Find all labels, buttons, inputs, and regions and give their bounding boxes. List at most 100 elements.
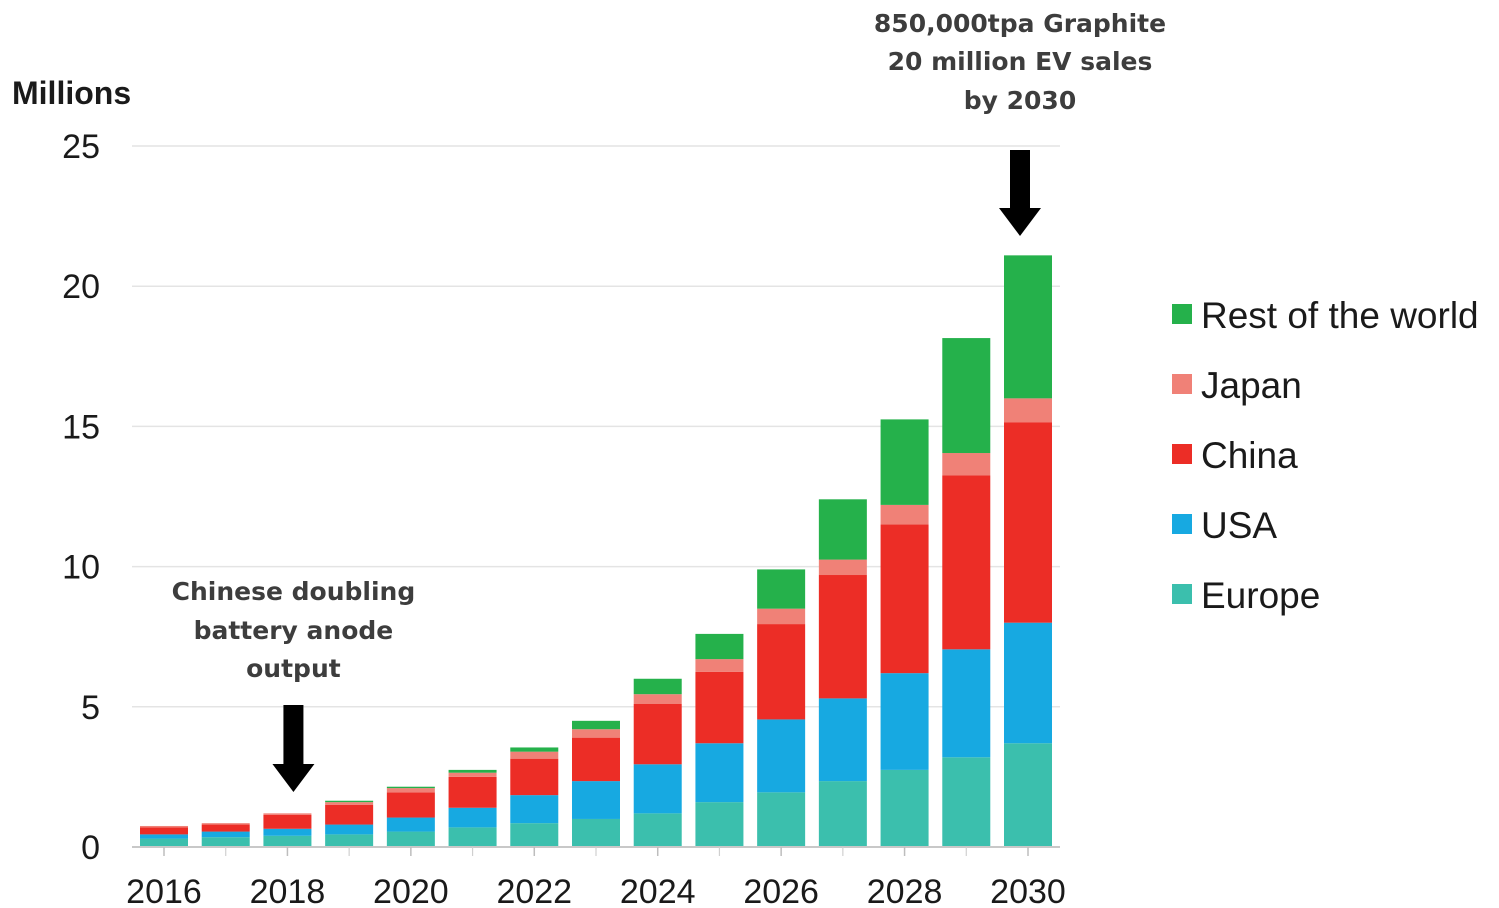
bar-segment	[818, 559, 867, 576]
y-tick-label: 0	[81, 829, 100, 867]
legend-item: USA	[1172, 505, 1277, 546]
annotation: 850,000tpa Graphite 20 million EV sales by…	[874, 9, 1166, 236]
x-tick-label: 2024	[620, 873, 696, 908]
bar-segment	[942, 453, 991, 476]
legend-swatch	[1172, 304, 1192, 324]
bar-segment	[386, 831, 435, 847]
legend-label: USA	[1201, 505, 1277, 546]
bar-segment	[942, 338, 991, 454]
bar-segment	[510, 823, 559, 847]
bar-segment	[325, 804, 374, 825]
annotation-text: output	[246, 654, 341, 683]
annotation-text: Chinese doubling	[172, 577, 416, 606]
bar-segment	[818, 698, 867, 782]
down-arrow-icon	[272, 705, 315, 792]
bar-segment	[386, 792, 435, 818]
annotation-text: battery anode	[194, 616, 394, 645]
bar-segment	[695, 802, 744, 847]
bar-segment	[140, 834, 188, 839]
axes: 0 5 10 15 20 25 Millions 2016 2018 2020 2022 2024 20…	[12, 75, 1066, 908]
bar-segment	[263, 814, 312, 829]
bar-segment	[386, 817, 435, 832]
y-tick-label: 25	[62, 128, 100, 166]
bar-segment	[572, 729, 620, 738]
legend-swatch	[1172, 374, 1192, 394]
bar-segment	[1004, 622, 1052, 744]
bar-segment	[140, 838, 188, 847]
bar-segment	[325, 834, 374, 847]
bar-segment	[140, 825, 188, 828]
bar-segment	[695, 671, 744, 744]
bar-segment	[695, 743, 744, 803]
bar-segment	[325, 800, 374, 803]
bar-segment	[942, 757, 991, 847]
bar-segment	[757, 569, 806, 609]
bar-segment	[818, 575, 867, 699]
legend-label: Japan	[1201, 365, 1302, 406]
bar-segment	[510, 751, 559, 759]
bar-segment	[757, 624, 806, 720]
bar-segment	[1004, 255, 1052, 399]
legend-swatch	[1172, 514, 1192, 534]
x-tick-label: 2026	[743, 873, 819, 908]
bar-segment	[880, 673, 929, 770]
bar-segment	[140, 827, 188, 835]
bar-segment	[695, 633, 744, 660]
y-tick-label: 5	[81, 689, 100, 727]
bar-segment	[201, 837, 250, 847]
y-axis-label: Millions	[12, 75, 131, 111]
x-tick-label: 2028	[867, 873, 943, 908]
bar-segment	[1004, 398, 1052, 423]
bar-segment	[448, 772, 497, 777]
bar-segment	[325, 824, 374, 835]
bar-segment	[572, 720, 620, 730]
bar-segment	[818, 781, 867, 847]
bar-segment	[757, 608, 806, 625]
bar-segment	[818, 499, 867, 560]
bar-segment	[942, 649, 991, 758]
legend-item: China	[1172, 435, 1298, 476]
y-tick-label: 15	[62, 408, 100, 446]
annotation-text: 850,000tpa Graphite	[874, 9, 1166, 38]
bar-segment	[448, 827, 497, 847]
bar-segment	[1004, 422, 1052, 623]
legend-label: Rest of the world	[1201, 295, 1479, 336]
legend-swatch	[1172, 444, 1192, 464]
legend-label: China	[1201, 435, 1298, 476]
x-tick-label: 2018	[250, 873, 326, 908]
down-arrow-icon	[999, 150, 1041, 236]
bar-segment	[263, 828, 312, 836]
bar-segment	[510, 747, 559, 752]
annotations: Chinese doubling battery anode output 850,0…	[172, 9, 1166, 792]
legend-label: Europe	[1201, 575, 1320, 616]
bar-segment	[572, 737, 620, 782]
bar-segment	[880, 504, 929, 525]
y-tick-label: 20	[62, 268, 100, 306]
bar-segment	[510, 795, 559, 824]
bar-segment	[633, 764, 682, 814]
bar-segment	[572, 818, 620, 847]
bar-segment	[386, 788, 435, 793]
bar-segment	[201, 823, 250, 825]
bar-segment	[510, 758, 559, 796]
bar-segment	[880, 419, 929, 505]
legend-item: Europe	[1172, 575, 1320, 616]
bar-segment	[386, 786, 435, 789]
bar-segment	[633, 678, 682, 695]
x-tick-label: 2020	[373, 873, 449, 908]
bar-segment	[448, 776, 497, 808]
bar-segment	[448, 769, 497, 773]
bar-segment	[325, 802, 374, 805]
annotation-text: by 2030	[964, 86, 1076, 115]
bar-segment	[633, 703, 682, 765]
y-tick-label: 10	[62, 549, 100, 587]
bar-segment	[633, 813, 682, 847]
bar-segment	[695, 659, 744, 672]
bar-segment	[1004, 743, 1052, 847]
x-tick-label: 2016	[126, 873, 202, 908]
bar-segment	[201, 831, 250, 838]
legend-item: Rest of the world	[1172, 295, 1479, 336]
bar-segment	[572, 781, 620, 819]
bar-segment	[448, 807, 497, 828]
